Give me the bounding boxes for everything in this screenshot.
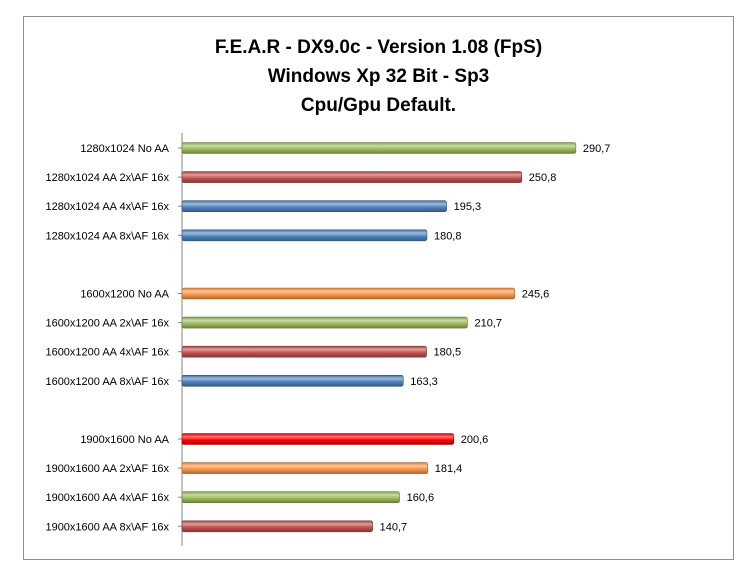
chart-title: F.E.A.R - DX9.0c - Version 1.08 (FpS) Wi…	[23, 33, 734, 120]
bar	[181, 520, 373, 533]
category-label: 1600x1200 AA 4x\AF 16x	[45, 347, 169, 359]
category-label: 1900x1600 AA 2x\AF 16x	[45, 463, 169, 475]
chart-title-line-3: Cpu/Gpu Default.	[300, 95, 457, 116]
category-label: 1280x1024 AA 8x\AF 16x	[45, 230, 169, 242]
category-label: 1280x1024 AA 4x\AF 16x	[45, 201, 169, 213]
bar	[181, 200, 447, 212]
value-label: 180,8	[434, 230, 462, 242]
category-label: 1900x1600 AA 4x\AF 16x	[45, 492, 169, 504]
value-label: 200,6	[461, 434, 489, 446]
value-label: 210,7	[474, 318, 502, 330]
bar	[181, 433, 455, 445]
bar	[181, 491, 400, 504]
bar	[181, 287, 516, 300]
category-label: 1600x1200 No AA	[80, 289, 169, 301]
category-label: 1600x1200 AA 2x\AF 16x	[45, 318, 169, 330]
category-label: 1900x1600 AA 8x\AF 16x	[45, 521, 169, 533]
chart-title-line-2: Windows Xp 32 Bit - Sp3	[267, 66, 490, 87]
value-label: 180,5	[434, 347, 462, 359]
value-label: 181,4	[435, 463, 463, 475]
value-label: 290,7	[583, 143, 611, 155]
value-label: 245,6	[522, 289, 550, 301]
bar	[181, 171, 523, 183]
value-label: 160,6	[407, 492, 435, 504]
value-label: 163,3	[410, 376, 438, 388]
value-label: 140,7	[380, 521, 408, 533]
bar	[181, 229, 428, 242]
bar	[181, 345, 427, 358]
value-label: 250,8	[529, 172, 557, 184]
bar	[181, 316, 468, 329]
category-label: 1280x1024 AA 2x\AF 16x	[45, 172, 169, 184]
bar	[181, 462, 429, 474]
bar	[181, 374, 404, 387]
category-label: 1900x1600 No AA	[80, 434, 169, 446]
bar	[181, 142, 577, 154]
category-label: 1280x1024 No AA	[80, 143, 169, 155]
value-label: 195,3	[454, 201, 482, 213]
category-label: 1600x1200 AA 8x\AF 16x	[45, 376, 169, 388]
chart-title-line-1: F.E.A.R - DX9.0c - Version 1.08 (FpS)	[214, 37, 543, 58]
